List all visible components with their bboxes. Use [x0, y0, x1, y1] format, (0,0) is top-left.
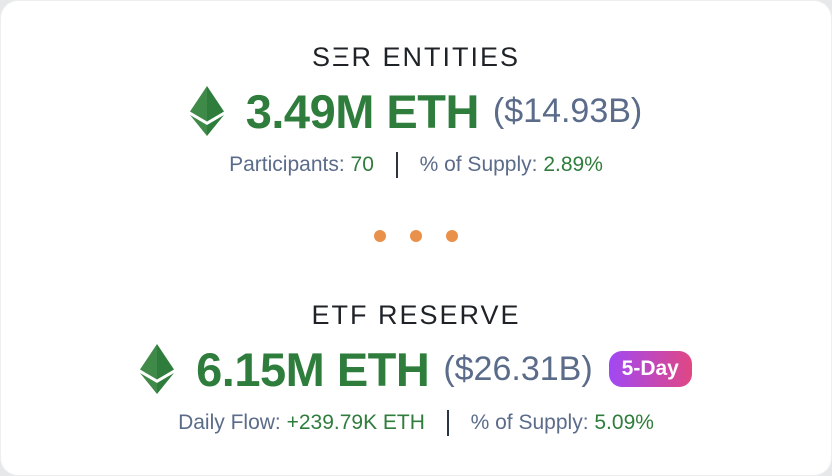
- entities-stats: Participants: 70 % of Supply: 2.89%: [1, 148, 831, 182]
- entities-heading: SΞR ENTITIES: [311, 42, 521, 72]
- daily-flow-value: +239.79K ETH: [286, 411, 425, 434]
- ethereum-icon: [140, 344, 175, 394]
- entities-main-row: 3.49M ETH ($14.93B): [1, 78, 831, 144]
- etf-section: ETF RESERVE 6.15M ETH ($26.31B) 5-Day Da…: [1, 295, 831, 440]
- ethereum-icon: [189, 86, 224, 136]
- entities-amount: 3.49M ETH: [245, 84, 480, 138]
- participants-label: Participants:: [229, 153, 345, 176]
- etf-usd-value: ($26.31B): [443, 349, 593, 388]
- etf-amount: 6.15M ETH: [196, 342, 430, 396]
- separator-dot: [374, 230, 386, 242]
- entities-supply-label: % of Supply:: [419, 153, 538, 176]
- stats-divider: [395, 152, 398, 179]
- participants-value: 70: [350, 153, 374, 176]
- etf-main-row: 6.15M ETH ($26.31B) 5-Day: [1, 336, 831, 402]
- etf-heading: ETF RESERVE: [311, 300, 521, 330]
- entities-section: SΞR ENTITIES 3.49M ETH ($14.93B) Partici…: [1, 37, 831, 182]
- etf-supply-value: 5.09%: [594, 411, 654, 434]
- separator-dot: [410, 230, 422, 242]
- separator-dot: [446, 230, 458, 242]
- entities-usd-value: ($14.93B): [492, 91, 643, 130]
- stats-divider: [446, 410, 449, 437]
- five-day-badge[interactable]: 5-Day: [608, 351, 692, 387]
- entities-supply-value: 2.89%: [543, 153, 603, 176]
- etf-stats: Daily Flow: +239.79K ETH % of Supply: 5.…: [1, 406, 831, 440]
- section-separator-dots: [1, 230, 831, 244]
- daily-flow-label: Daily Flow:: [178, 411, 281, 434]
- etf-supply-label: % of Supply:: [470, 411, 589, 434]
